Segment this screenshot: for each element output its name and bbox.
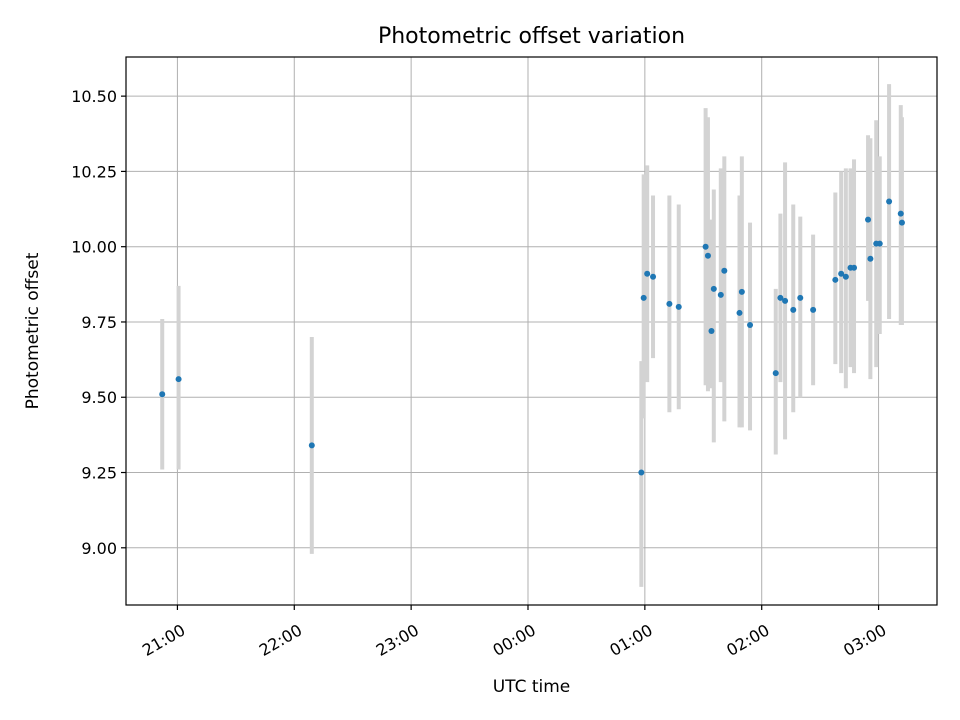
- x-axis-label: UTC time: [493, 677, 571, 697]
- y-tick-label: 9.00: [81, 539, 117, 558]
- y-tick-label: 9.50: [81, 388, 117, 407]
- y-axis: 9.00 9.25 9.50 9.75 10.00 10.25 10.50: [71, 87, 126, 558]
- data-point: [782, 297, 789, 304]
- y-tick-label: 9.75: [81, 313, 117, 332]
- data-point: [790, 306, 797, 313]
- data-point: [175, 376, 182, 383]
- data-point: [675, 303, 682, 310]
- data-point: [838, 270, 845, 277]
- data-point: [704, 252, 711, 259]
- data-point: [640, 294, 647, 301]
- data-point: [865, 216, 872, 223]
- y-tick-label: 10.50: [71, 87, 117, 106]
- data-point: [666, 300, 673, 307]
- data-point: [897, 210, 904, 217]
- data-point: [738, 288, 745, 295]
- y-axis-label: Photometric offset: [23, 252, 43, 409]
- data-point: [842, 273, 849, 280]
- data-point: [876, 240, 883, 247]
- data-point: [777, 294, 784, 301]
- data-point: [867, 255, 874, 262]
- data-point: [721, 267, 728, 274]
- data-point: [886, 198, 893, 205]
- data-point: [308, 442, 315, 449]
- data-point: [810, 306, 817, 313]
- y-tick-label: 10.25: [71, 162, 117, 181]
- data-point: [717, 291, 724, 298]
- data-point: [747, 321, 754, 328]
- data-point: [797, 294, 804, 301]
- data-point: [159, 391, 166, 398]
- y-tick-label: 9.25: [81, 464, 117, 483]
- data-point: [710, 285, 717, 292]
- data-point: [650, 273, 657, 280]
- plot-frame: [125, 56, 938, 606]
- y-tick-label: 10.00: [71, 238, 117, 257]
- chart-title: Photometric offset variation: [378, 24, 685, 49]
- data-point: [708, 328, 715, 334]
- data-point: [644, 270, 651, 277]
- data-point: [832, 276, 839, 283]
- data-point: [851, 264, 858, 271]
- data-point: [772, 370, 779, 377]
- data-point: [736, 309, 743, 316]
- data-point: [898, 219, 905, 226]
- data-point: [638, 469, 645, 476]
- data-point: [702, 243, 709, 250]
- data-points: [159, 198, 905, 476]
